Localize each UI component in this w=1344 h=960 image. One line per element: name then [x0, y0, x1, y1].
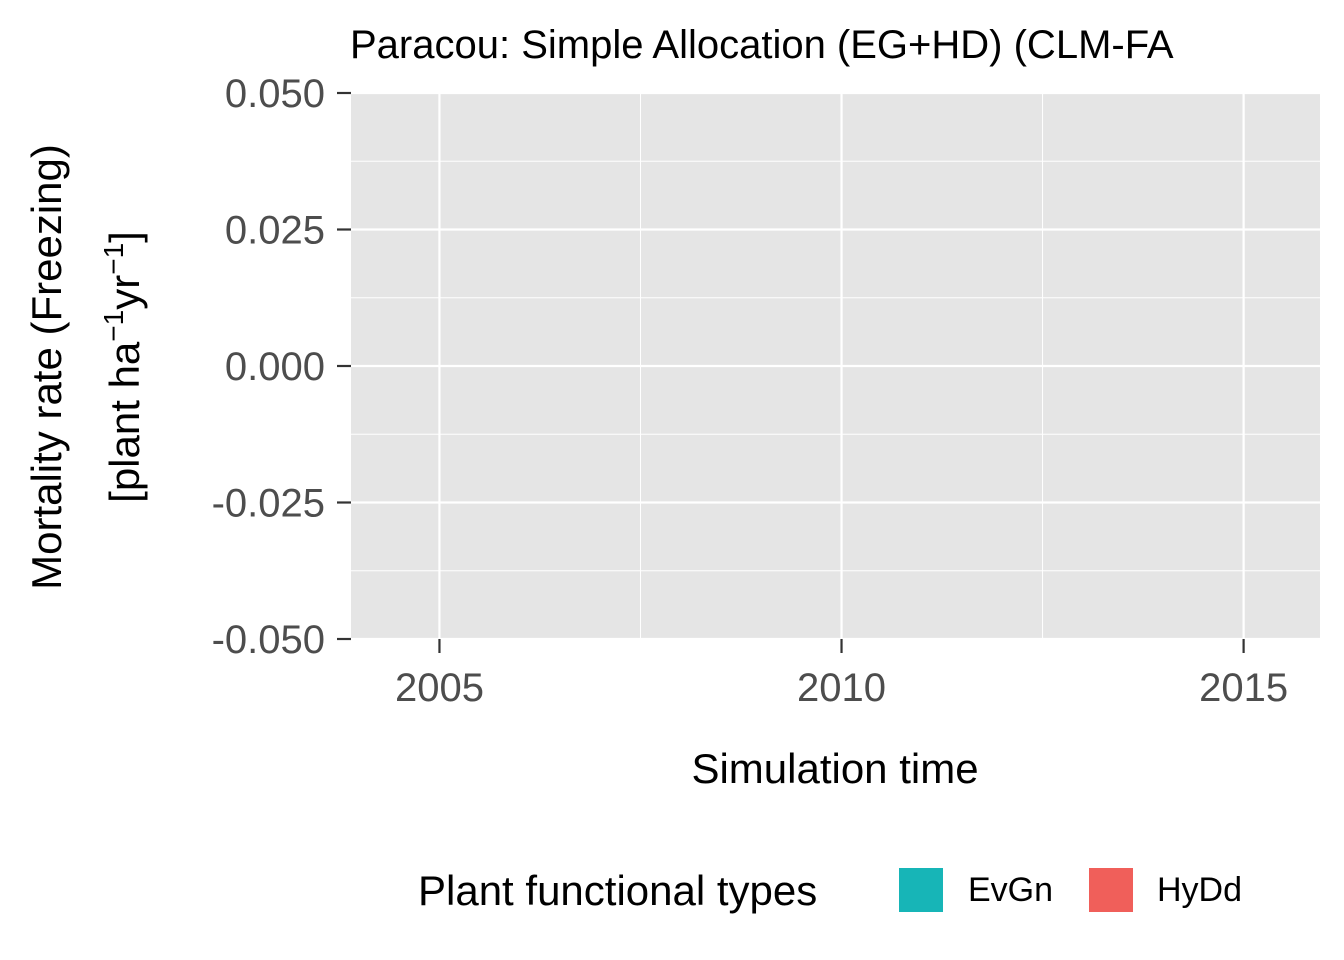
- x-axis-title: Simulation time: [691, 745, 978, 792]
- legend-key-evgn: [899, 868, 943, 912]
- y-axis-units: [plant ha−1yr−1]: [98, 231, 148, 503]
- y-tick-label: -0.050: [212, 618, 325, 662]
- y-axis-title: Mortality rate (Freezing): [23, 144, 70, 590]
- y-tick-label: -0.025: [212, 482, 325, 526]
- x-axis: 2005 2010 2015: [395, 639, 1288, 710]
- legend-key-hydd: [1089, 868, 1133, 912]
- y-unit-suffix: ]: [101, 231, 148, 243]
- y-axis: -0.050 -0.025 0.000 0.025 0.050: [212, 72, 351, 662]
- y-unit-prefix: [plant ha: [101, 341, 148, 503]
- x-tick-label: 2005: [395, 666, 484, 710]
- y-tick-label: 0.050: [225, 72, 325, 116]
- legend-title: Plant functional types: [418, 867, 817, 914]
- y-axis-title-line2: [plant ha−1yr−1]: [98, 231, 148, 503]
- chart-title: Paracou: Simple Allocation (EG+HD) (CLM-…: [350, 23, 1174, 67]
- y-tick-label: 0.025: [225, 209, 325, 253]
- x-tick-label: 2010: [797, 666, 886, 710]
- y-axis-title-line1: Mortality rate (Freezing): [23, 144, 70, 590]
- legend-item-evgn: EvGn: [899, 868, 1053, 912]
- legend-label-evgn: EvGn: [968, 871, 1053, 909]
- y-tick-label: 0.000: [225, 345, 325, 389]
- legend-item-hydd: HyDd: [1089, 868, 1242, 912]
- major-gridlines: [351, 91, 1320, 641]
- y-unit-sup2: −1: [98, 243, 129, 275]
- legend: Plant functional types EvGn HyDd: [418, 867, 1242, 914]
- x-tick-label: 2015: [1199, 666, 1288, 710]
- legend-label-hydd: HyDd: [1157, 871, 1242, 909]
- y-unit-middle: yr: [101, 275, 148, 310]
- y-unit-sup1: −1: [98, 310, 129, 342]
